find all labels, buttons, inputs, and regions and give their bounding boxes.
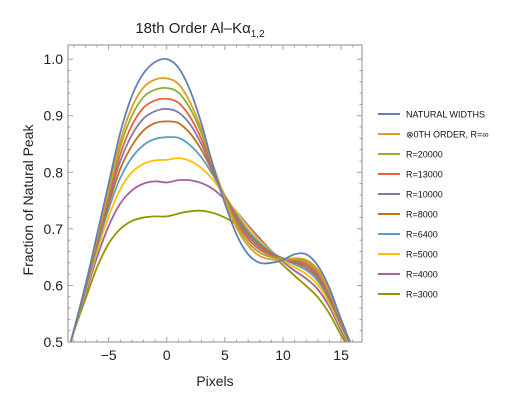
y-tick-label: 0.9 bbox=[44, 108, 64, 124]
legend-label: R=4000 bbox=[406, 270, 438, 280]
x-tick-label: 15 bbox=[333, 347, 349, 363]
y-tick-label: 0.7 bbox=[44, 221, 64, 237]
y-tick-label: 0.5 bbox=[44, 334, 64, 350]
series-line-4 bbox=[69, 97, 351, 342]
series-line-3 bbox=[69, 86, 351, 342]
plot-frame bbox=[67, 44, 363, 343]
chart-title-main: 18th Order Al–Kα bbox=[135, 20, 251, 37]
series-line-6 bbox=[69, 120, 351, 342]
y-axis-label: Fraction of Natural Peak bbox=[20, 124, 36, 276]
chart-title: 18th Order Al–Kα1,2 bbox=[135, 20, 265, 40]
series-line-9 bbox=[69, 178, 349, 342]
legend-label: R=8000 bbox=[406, 210, 438, 220]
plot-area bbox=[69, 57, 352, 342]
y-tick-label: 0.8 bbox=[44, 164, 64, 180]
series-line-5 bbox=[69, 108, 351, 342]
x-tick-label: −5 bbox=[101, 347, 117, 363]
axes-frame bbox=[67, 44, 363, 343]
legend-label: R=6400 bbox=[406, 230, 438, 240]
chart-title-subscript: 1,2 bbox=[251, 29, 265, 40]
legend-label: R=13000 bbox=[406, 170, 443, 180]
legend-label: R=5000 bbox=[406, 250, 438, 260]
legend-label: NATURAL WIDTHS bbox=[406, 110, 485, 120]
y-axis-ticks: 0.5 0.6 0.7 0.8 0.9 1.0 bbox=[44, 51, 362, 350]
y-tick-label: 0.6 bbox=[44, 277, 64, 293]
x-axis-label: Pixels bbox=[196, 373, 233, 389]
legend-label: R=10000 bbox=[406, 190, 443, 200]
series-line-1 bbox=[69, 57, 352, 342]
legend-label: ⊗0TH ORDER, R=∞ bbox=[406, 130, 489, 140]
x-tick-label: 5 bbox=[221, 347, 229, 363]
x-tick-label: 10 bbox=[275, 347, 291, 363]
legend-label: R=20000 bbox=[406, 150, 443, 160]
legend-label: R=3000 bbox=[406, 290, 438, 300]
legend: NATURAL WIDTHS ⊗0TH ORDER, R=∞ R=20000 R=13… bbox=[378, 110, 489, 300]
series-line-7 bbox=[69, 136, 351, 342]
series-line-8 bbox=[69, 157, 350, 342]
series-line-10 bbox=[69, 209, 347, 342]
x-tick-label: 0 bbox=[163, 347, 171, 363]
x-axis-ticks: −5 0 5 10 15 bbox=[73, 45, 354, 363]
y-tick-label: 1.0 bbox=[44, 51, 64, 67]
